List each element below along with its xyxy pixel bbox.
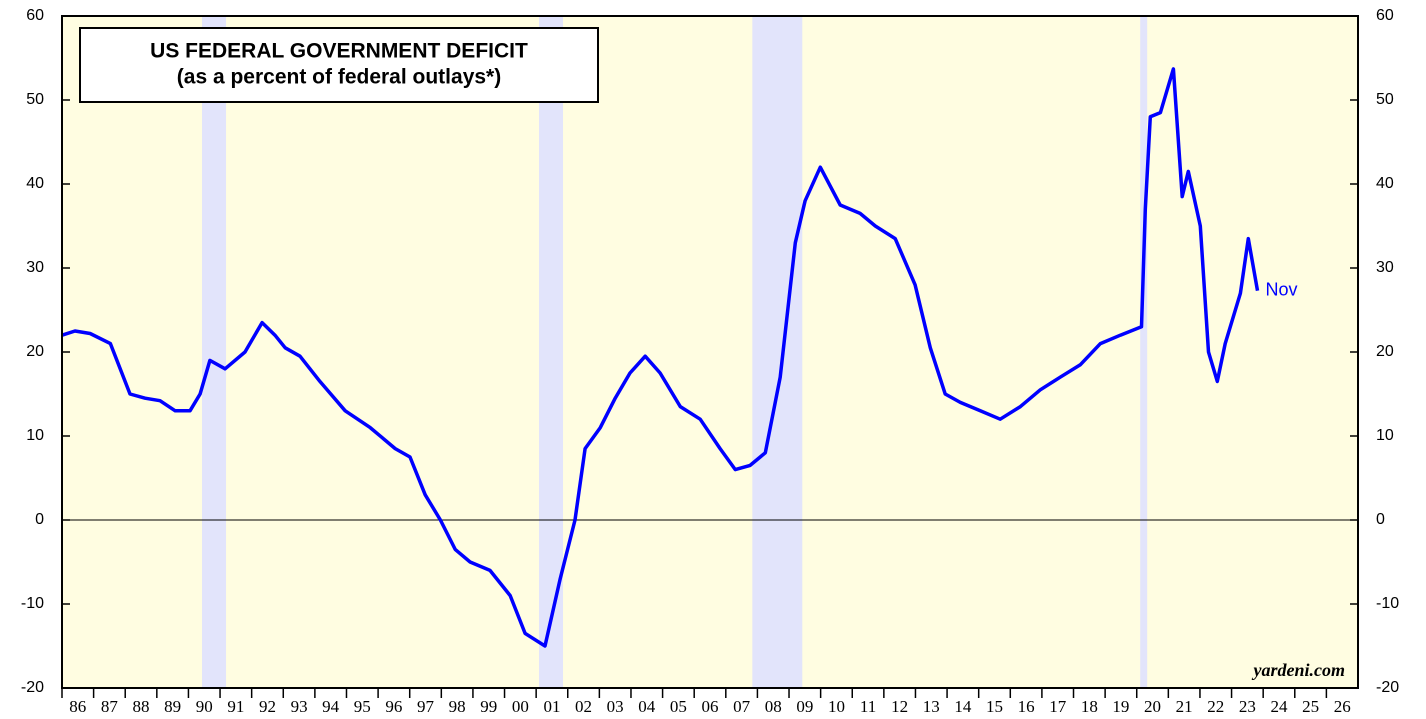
y-tick-label: 50: [26, 91, 44, 108]
x-tick-label: 96: [385, 697, 402, 716]
x-tick-label: 07: [733, 697, 751, 716]
y-tick-label: 0: [35, 511, 44, 528]
chart-title: US FEDERAL GOVERNMENT DEFICIT: [150, 40, 528, 63]
y-tick-label-right: -10: [1376, 595, 1399, 612]
y-tick-label: -20: [21, 679, 44, 696]
x-tick-label: 15: [986, 697, 1003, 716]
x-tick-label: 86: [69, 697, 86, 716]
y-tick-label-right: -20: [1376, 679, 1399, 696]
y-tick-label: 10: [26, 427, 44, 444]
x-tick-label: 10: [828, 697, 845, 716]
x-tick-label: 05: [670, 697, 687, 716]
y-tick-label-right: 0: [1376, 511, 1385, 528]
chart-subtitle: (as a percent of federal outlays*): [177, 66, 501, 89]
x-tick-label: 25: [1302, 697, 1319, 716]
end-annotation: Nov: [1265, 279, 1297, 299]
y-tick-label-right: 40: [1376, 175, 1394, 192]
x-tick-label: 22: [1207, 697, 1224, 716]
x-tick-label: 93: [291, 697, 308, 716]
x-tick-label: 21: [1176, 697, 1193, 716]
x-tick-label: 89: [164, 697, 181, 716]
x-tick-label: 08: [765, 697, 782, 716]
x-tick-label: 24: [1270, 697, 1288, 716]
x-tick-label: 06: [702, 697, 719, 716]
data-line: [61, 67, 1260, 648]
x-tick-label: 94: [322, 697, 340, 716]
y-tick-label: 20: [26, 343, 44, 360]
y-tick-label: 60: [26, 7, 44, 24]
x-tick-label: 12: [891, 697, 908, 716]
x-tick-label: 16: [1018, 697, 1035, 716]
x-tick-label: 01: [543, 697, 560, 716]
x-tick-label: 11: [860, 697, 876, 716]
x-tick-label: 95: [354, 697, 371, 716]
x-tick-label: 92: [259, 697, 276, 716]
x-tick-label: 18: [1081, 697, 1098, 716]
recession-band: [1140, 16, 1148, 688]
x-tick-label: 09: [796, 697, 813, 716]
x-tick-label: 98: [449, 697, 466, 716]
y-tick-label-right: 20: [1376, 343, 1394, 360]
x-tick-label: 23: [1239, 697, 1256, 716]
x-tick-label: 97: [417, 697, 435, 716]
y-tick-label-right: 50: [1376, 91, 1394, 108]
y-tick-label: 30: [26, 259, 44, 276]
x-tick-label: 26: [1334, 697, 1351, 716]
x-tick-label: 17: [1049, 697, 1067, 716]
x-tick-label: 99: [480, 697, 497, 716]
x-tick-label: 00: [512, 697, 529, 716]
y-tick-label: -10: [21, 595, 44, 612]
x-tick-label: 13: [923, 697, 940, 716]
y-tick-label-right: 10: [1376, 427, 1394, 444]
plot-border: [61, 15, 1359, 689]
x-tick-label: 14: [954, 697, 972, 716]
x-tick-label: 19: [1112, 697, 1129, 716]
recession-band: [202, 16, 227, 688]
x-tick-label: 91: [227, 697, 244, 716]
recession-band: [752, 16, 803, 688]
title-box: [79, 27, 599, 103]
x-tick-label: 88: [133, 697, 150, 716]
x-tick-label: 20: [1144, 697, 1161, 716]
x-tick-label: 03: [607, 697, 624, 716]
x-tick-label: 90: [196, 697, 213, 716]
x-tick-label: 04: [638, 697, 656, 716]
y-tick-label: 40: [26, 175, 44, 192]
y-tick-label-right: 30: [1376, 259, 1394, 276]
y-tick-label-right: 60: [1376, 7, 1394, 24]
x-tick-label: 87: [101, 697, 119, 716]
x-tick-label: 02: [575, 697, 592, 716]
source: yardeni.com: [1252, 660, 1346, 680]
recession-band: [538, 16, 564, 688]
plot-area: [62, 16, 1358, 688]
